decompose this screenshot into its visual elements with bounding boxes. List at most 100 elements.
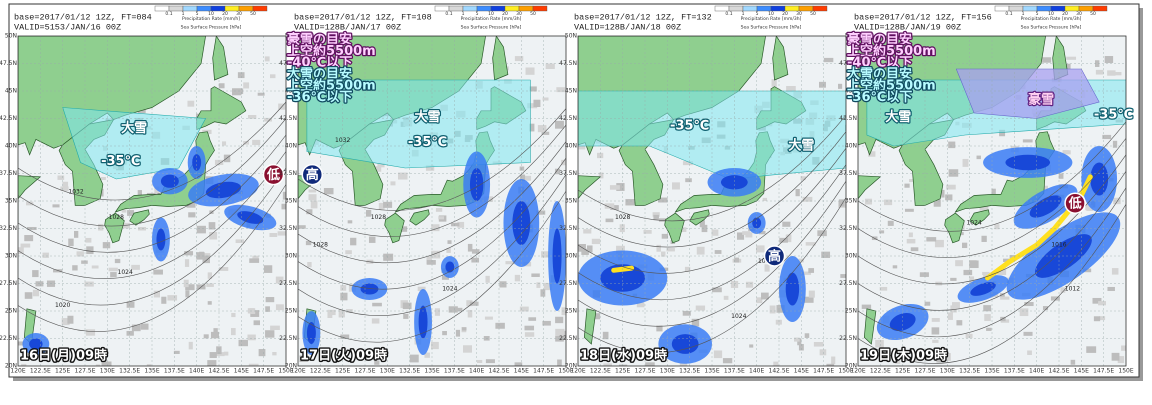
cloud-cell [605,218,614,223]
legend-tick: 5 [756,11,759,17]
cloud-cell [682,310,691,316]
legend-tick: 30 [236,11,242,17]
isobar-label: 1028 [371,214,386,221]
cloud-cell [350,237,357,246]
land [578,175,602,223]
lon-label: 135E [984,368,999,375]
cloud-cell [305,240,312,246]
legend-swatch [532,5,548,12]
legend-tick: 0.1 [445,11,452,17]
cloud-cell [682,161,693,166]
precip-core [192,154,202,171]
valid-time: VALID=5153/JAN/16 00Z [14,22,121,32]
cloud-cell [146,364,152,366]
cloud-cell [101,361,112,366]
cloud-cell [372,166,382,172]
cloud-cell [969,260,979,269]
map-panel: 1032 1028 1028 1024 [297,35,567,367]
lat-label: 32.5N [0,225,17,232]
cloud-cell [243,82,250,89]
legend-tick: 20 [502,11,508,17]
lat-label: 30N [565,253,577,260]
cloud-cell [976,155,981,160]
lon-label: 122.5E [310,368,331,375]
lon-label: 132.5E [679,368,700,375]
legend-tick: 1 [1022,11,1025,17]
cloud-cell [398,172,408,180]
cloud-cell [247,334,256,341]
cloud-cell [72,265,78,271]
cloud-cell [736,232,745,240]
cloud-cell [759,230,766,235]
lon-label: 140E [469,368,484,375]
precip-core [785,272,800,306]
cloud-cell [1043,185,1048,191]
cloud-cell [265,297,275,303]
legend-tick: 20 [782,11,788,17]
lat-label: 30N [845,253,857,260]
lon-label: 150E [838,368,853,375]
cloud-cell [904,208,914,212]
cloud-cell [469,301,479,306]
cloud-cell [184,251,194,256]
cloud-cell [218,83,225,89]
cloud-cell [121,209,127,213]
map-border [297,35,567,367]
cloud-cell [1098,301,1107,306]
cloud-cell [110,272,117,278]
cloud-cell [187,100,195,107]
cloud-cell [95,364,101,366]
low-pressure-marker [262,163,285,186]
cloud-cell [952,302,960,309]
cloud-cell [519,174,526,182]
criteria-note: 豪雪の目安 [287,32,352,48]
precip-core [29,338,43,350]
cloud-cell [868,151,876,157]
cloud-cell [591,238,601,245]
lon-label: 127.5E [915,368,936,375]
high-pressure-marker [763,245,786,267]
cloud-cell [823,57,834,63]
cloud-cell [840,274,846,278]
criteria-note: 上空約5500m [847,43,936,59]
cloud-cell [838,199,845,207]
lon-label: 122.5E [590,368,611,375]
cloud-cell [462,345,472,353]
legend-swatch [1022,5,1038,12]
cloud-cell [185,290,190,298]
cloud-cell [98,223,104,231]
land [969,209,990,226]
criteria-note: -36℃以下 [287,90,352,105]
cloud-cell [42,252,49,258]
cloud-cell [310,200,318,209]
legend-swatch [1008,5,1024,12]
lat-label: 27.5N [0,280,17,287]
cloud-cell [557,359,562,366]
cloud-cell [1058,173,1064,179]
land [18,175,42,223]
cloud-cell [1093,316,1101,322]
cloud-cell [213,328,218,333]
cloud-cell [85,237,92,243]
cloud-cell [100,177,106,181]
cloud-cell [371,318,380,324]
cloud-cell [299,355,309,363]
cloud-cell [238,339,248,347]
lon-label: 122.5E [870,368,891,375]
legend-swatch [798,5,814,12]
cloud-cell [346,309,353,313]
cloud-cell [231,312,236,318]
cloud-cell [446,248,451,253]
cloud-cell [24,292,33,299]
cloud-cell [1042,306,1049,311]
lon-label: 137.5E [724,368,745,375]
cloud-cell [253,320,261,326]
cloud-cell [537,125,547,133]
cloud-cell [919,272,929,277]
cloud-cell [203,334,209,339]
cloud-cell [216,346,222,355]
lat-label: 32.5N [559,225,577,232]
precip-core [237,211,264,224]
legend-subtitle: Sea Surface Pressure [hPa] [181,25,242,31]
